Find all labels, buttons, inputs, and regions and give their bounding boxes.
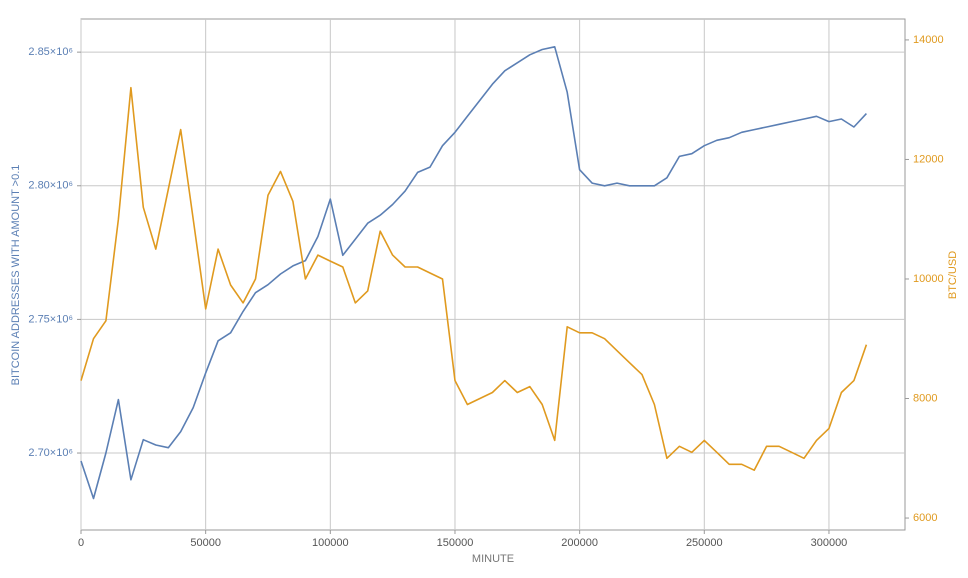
y-axis-label: BITCOIN ADDRESSES WITH AMOUNT >0.1 [10, 165, 22, 386]
x-tick-label: 0 [78, 537, 84, 549]
x-axis-label: MINUTE [472, 553, 514, 565]
x-tick-label: 100000 [312, 537, 349, 549]
y-tick-label: 2.75×10⁶ [28, 313, 73, 325]
y-tick-label: 2.70×10⁶ [28, 447, 73, 459]
x-tick-label: 200000 [561, 537, 598, 549]
x-tick-label: 300000 [811, 537, 848, 549]
y-tick-label: 2.85×10⁶ [28, 46, 73, 58]
data-line [80, 45, 867, 500]
y2-tick-label: 6000 [913, 512, 937, 524]
y2-axis-label: BTC/USD [947, 251, 959, 299]
y2-tick-label: 8000 [913, 392, 937, 404]
x-tick-label: 150000 [437, 537, 474, 549]
data-line [80, 86, 868, 472]
y2-tick-label: 12000 [913, 153, 944, 165]
x-tick-label: 50000 [190, 537, 221, 549]
y2-tick-label: 14000 [913, 34, 944, 46]
y2-tick-label: 10000 [913, 273, 944, 285]
x-tick-label: 250000 [686, 537, 723, 549]
y-tick-label: 2.80×10⁶ [28, 180, 73, 192]
